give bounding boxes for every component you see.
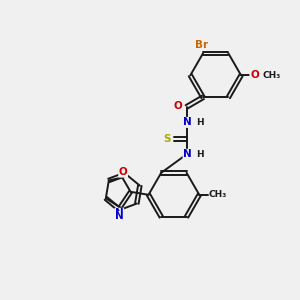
Text: N: N [183,117,192,128]
Text: O: O [174,101,183,111]
Text: H: H [196,150,204,159]
Text: CH₃: CH₃ [262,71,281,80]
Text: Br: Br [195,40,208,50]
Text: S: S [164,134,171,144]
Text: H: H [196,118,204,127]
Text: O: O [250,70,259,80]
Text: N: N [183,149,192,159]
Text: O: O [119,167,128,177]
Text: N: N [115,208,124,218]
Text: N: N [116,212,124,221]
Text: CH₃: CH₃ [209,190,227,199]
